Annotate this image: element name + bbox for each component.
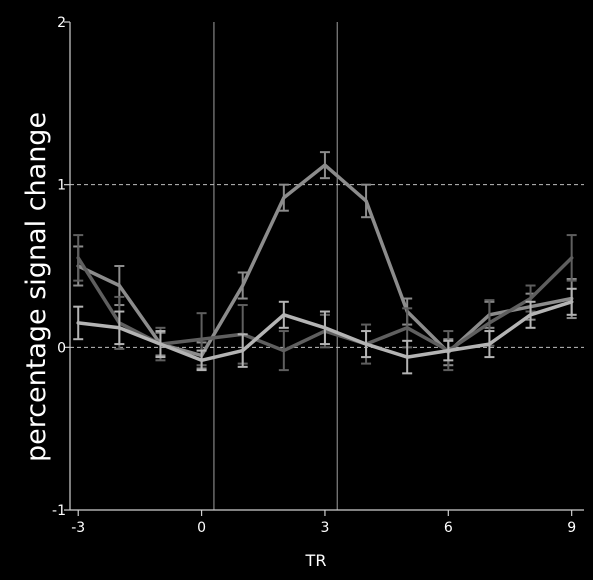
- y-tick-label: 0: [57, 340, 66, 356]
- x-tick-label: 3: [320, 520, 329, 536]
- data-point: [200, 358, 204, 362]
- data-point: [200, 337, 204, 341]
- data-point: [570, 256, 574, 260]
- data-point: [241, 284, 245, 288]
- series-group: [73, 287, 577, 375]
- data-point: [487, 321, 491, 325]
- y-tick-label: 2: [57, 15, 66, 31]
- axes: [64, 21, 584, 516]
- data-point: [158, 342, 162, 346]
- y-axis-title: percentage signal change: [21, 112, 52, 462]
- data-point: [282, 349, 286, 353]
- data-point: [364, 199, 368, 203]
- data-point: [241, 349, 245, 353]
- data-point: [76, 321, 80, 325]
- x-tick-label: 9: [567, 520, 576, 536]
- plot-background: [70, 22, 584, 510]
- data-point: [529, 313, 533, 317]
- data-point: [487, 342, 491, 346]
- series-layer: [73, 151, 577, 375]
- data-point: [323, 163, 327, 167]
- x-tick-label: -3: [71, 520, 85, 536]
- data-point: [446, 349, 450, 353]
- data-point: [570, 300, 574, 304]
- tick-labels: -3 0 3 6 9 -1 0 1 2: [52, 15, 576, 536]
- data-point: [117, 284, 121, 288]
- plot-area: [70, 22, 584, 510]
- data-point: [405, 326, 409, 330]
- data-point: [76, 256, 80, 260]
- data-point: [282, 313, 286, 317]
- data-point: [117, 326, 121, 330]
- reference-lines: [70, 22, 584, 510]
- y-tick-label: -1: [52, 503, 66, 519]
- data-point: [282, 196, 286, 200]
- y-tick-label: 1: [57, 178, 66, 194]
- data-point: [405, 355, 409, 359]
- x-axis-title: TR: [305, 551, 327, 570]
- data-point: [364, 342, 368, 346]
- data-point: [529, 297, 533, 301]
- x-tick-label: 0: [197, 520, 206, 536]
- data-point: [323, 326, 327, 330]
- x-tick-label: 6: [444, 520, 453, 536]
